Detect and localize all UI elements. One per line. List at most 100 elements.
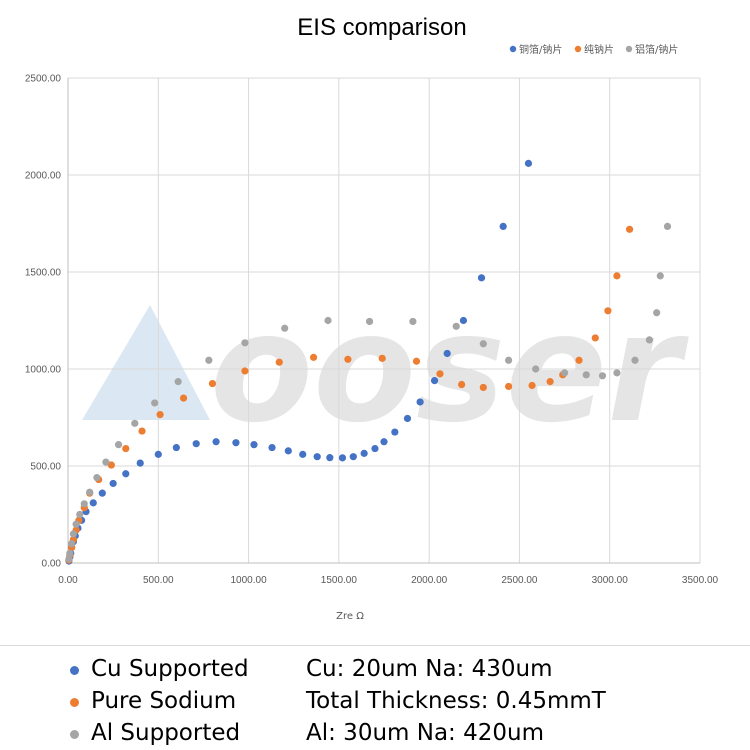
data-point [459,316,468,325]
y-tick-label: 1000.00 [25,365,62,376]
series-2 [65,222,672,563]
data-point [452,322,460,330]
x-axis-label: Zre Ω [336,611,364,622]
eis-chart: ooser EIS comparison 铜箔/钠片 纯钠片 铝箔/钠片 0.005… [25,14,719,622]
data-point [232,439,240,447]
dot-icon [70,698,79,707]
data-point [212,438,220,446]
data-point [499,222,507,231]
data-point [102,458,110,466]
data-point [591,334,599,342]
note-spec: Al: 30um Na: 420um [306,720,544,746]
data-point [663,222,672,231]
legend-entry: 纯钠片 [584,43,614,56]
legend-marker-icon [509,45,517,53]
data-point [412,357,421,365]
data-point [380,438,388,446]
x-tick-label: 3500.00 [682,575,719,586]
data-point [76,510,84,519]
data-point [66,549,74,557]
note-name: Cu Supported [91,656,249,682]
x-tick-label: 0.00 [58,575,78,586]
dot-icon [70,666,79,675]
data-point [68,540,76,548]
data-point [136,459,144,467]
data-point [151,399,159,407]
x-tick-labels: 0.00 500.00 1000.00 1500.00 2000.00 2500.00 30… [58,575,718,586]
data-point [275,358,283,366]
data-point [89,499,97,507]
data-point [205,356,213,364]
note-row-cu: Cu Supported Cu: 20um Na: 430um [0,654,750,686]
y-tick-labels: 0.00 500.00 1000.00 1500.00 2000.00 2500.00 [25,74,62,570]
data-point [479,340,487,348]
note-name: Al Supported [91,720,241,746]
data-point [625,225,634,233]
data-point [582,371,590,379]
note-spec: Cu: 20um Na: 430um [306,656,553,682]
data-point [299,450,307,458]
data-point [653,309,661,317]
data-point [98,489,106,497]
data-point [86,488,94,496]
data-point [504,382,513,391]
data-point [524,159,533,167]
y-tick-label: 0.00 [42,559,62,570]
y-tick-label: 1500.00 [25,268,62,279]
data-point [122,444,130,453]
note-row-al: Al Supported Al: 30um Na: 420um [0,718,750,750]
data-point [409,317,417,326]
data-point [560,369,569,377]
data-point [645,336,654,344]
note-spec: Total Thickness: 0.45mmT [306,688,606,714]
data-point [241,367,249,375]
data-point [326,454,334,462]
data-point [403,414,412,423]
notes-panel: Cu Supported Cu: 20um Na: 430um Pure Sod… [0,652,750,750]
data-point [598,372,607,380]
data-point [365,317,374,326]
data-point [416,398,424,406]
data-point [546,378,554,386]
data-point [281,324,289,332]
data-point [93,474,101,482]
data-point [443,349,451,358]
data-points [65,159,672,565]
legend: 铜箔/钠片 纯钠片 铝箔/钠片 [509,43,678,56]
data-point [122,470,130,478]
x-tick-label: 2500.00 [501,575,538,586]
data-point [268,443,276,452]
data-point [631,356,639,364]
gridlines [68,77,701,563]
axes [67,78,700,564]
data-point [324,316,332,325]
data-point [174,378,182,386]
data-point [131,419,139,427]
data-point [656,272,664,280]
data-point [378,354,386,362]
data-point [241,339,249,347]
divider [0,645,750,646]
data-point [430,377,439,385]
data-point [575,356,583,364]
note-name: Pure Sodium [91,688,237,714]
data-point [179,394,188,402]
data-point [604,307,612,315]
data-point [109,479,117,488]
legend-marker-icon [625,45,633,53]
y-tick-label: 2000.00 [25,171,62,182]
data-point [114,441,123,449]
data-point [107,461,115,469]
x-tick-label: 500.00 [143,575,174,586]
data-point [313,453,321,461]
note-row-pure: Pure Sodium Total Thickness: 0.45mmT [0,686,750,718]
y-tick-label: 2500.00 [25,74,62,85]
data-point [532,365,540,373]
dot-icon [70,730,79,739]
data-point [360,449,368,457]
data-point [344,355,352,363]
data-point [391,428,399,436]
legend-marker-icon [574,45,582,53]
chart-title: EIS comparison [297,14,466,41]
data-point [528,381,536,390]
